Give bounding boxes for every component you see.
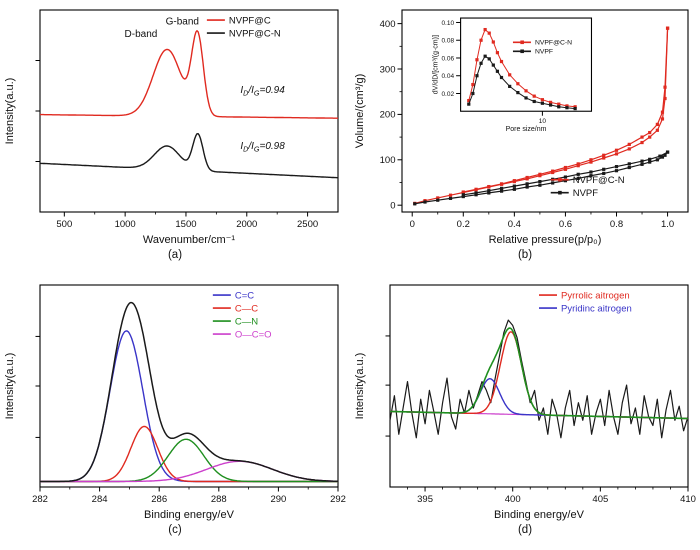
svg-text:ID/IG=0.94: ID/IG=0.94 [240, 85, 285, 98]
svg-text:Binding energy/eV: Binding energy/eV [494, 509, 585, 521]
svg-text:400: 400 [505, 494, 521, 505]
svg-text:0: 0 [390, 201, 395, 212]
panel-b: 0 0.2 0.4 0.6 0.8 1.0 0 100 200 300 400 Relative pr… [350, 0, 700, 275]
svg-text:Volume/(cm³/g): Volume/(cm³/g) [354, 74, 366, 149]
svg-text:C—N: C—N [235, 316, 258, 327]
svg-text:300: 300 [380, 64, 396, 75]
panel-a: 500 1000 1500 2000 2500 Wavenumber/cm⁻¹ Intens… [0, 0, 350, 275]
svg-text:Wavenumber/cm⁻¹: Wavenumber/cm⁻¹ [143, 234, 236, 246]
svg-text:395: 395 [417, 494, 433, 505]
svg-text:0.06: 0.06 [441, 55, 454, 62]
svg-text:200: 200 [380, 110, 396, 121]
panel-d: 395 400 405 410 Binding energy/eV Intensity(a… [350, 275, 700, 550]
svg-text:500: 500 [56, 219, 72, 230]
svg-text:0.04: 0.04 [441, 73, 454, 80]
svg-text:Pyridinc aitrogen: Pyridinc aitrogen [561, 303, 632, 314]
svg-text:1000: 1000 [115, 219, 136, 230]
svg-text:G-band: G-band [166, 16, 199, 27]
svg-text:ID/IG=0.98: ID/IG=0.98 [240, 141, 285, 154]
svg-text:0.4: 0.4 [508, 219, 521, 230]
svg-text:0.08: 0.08 [441, 38, 454, 45]
svg-text:2500: 2500 [297, 219, 318, 230]
svg-text:292: 292 [330, 494, 346, 505]
svg-text:100: 100 [380, 155, 396, 166]
svg-text:288: 288 [211, 494, 227, 505]
svg-text:0: 0 [410, 219, 415, 230]
svg-text:410: 410 [680, 494, 696, 505]
svg-text:0.6: 0.6 [559, 219, 572, 230]
svg-text:0.8: 0.8 [610, 219, 623, 230]
svg-text:290: 290 [270, 494, 286, 505]
svg-text:NVPF: NVPF [535, 49, 553, 56]
svg-text:NVPF@C: NVPF@C [229, 15, 271, 26]
svg-text:284: 284 [92, 494, 108, 505]
svg-text:dV/dD/[cm³/(g·cm)]: dV/dD/[cm³/(g·cm)] [433, 35, 440, 94]
svg-text:10: 10 [539, 118, 547, 125]
svg-text:C—C: C—C [235, 303, 258, 314]
svg-text:1.0: 1.0 [661, 219, 674, 230]
svg-text:286: 286 [151, 494, 167, 505]
svg-text:Relative pressure(p/p₀): Relative pressure(p/p₀) [489, 234, 602, 246]
svg-text:Intensity(a.u.): Intensity(a.u.) [4, 353, 16, 420]
xps-c1s-chart: 282 284 286 288 290 292 Binding energy/eV Inten… [4, 284, 346, 521]
svg-text:0.02: 0.02 [441, 91, 454, 98]
svg-text:Intensity(a.u.): Intensity(a.u.) [354, 353, 366, 420]
svg-text:NVPF@C-N: NVPF@C-N [573, 175, 625, 186]
svg-text:Pore size/nm: Pore size/nm [506, 126, 547, 133]
svg-text:C=C: C=C [235, 290, 254, 301]
svg-text:405: 405 [592, 494, 608, 505]
panel-c: 282 284 286 288 290 292 Binding energy/eV Inten… [0, 275, 350, 550]
svg-text:400: 400 [380, 19, 396, 30]
panel-d-caption: (d) [517, 524, 533, 536]
svg-text:O—C=O: O—C=O [235, 329, 272, 340]
panel-a-caption: (a) [167, 249, 183, 261]
panel-b-caption: (b) [517, 249, 533, 261]
svg-text:0.2: 0.2 [457, 219, 470, 230]
svg-text:D-band: D-band [125, 29, 158, 40]
svg-text:2000: 2000 [236, 219, 257, 230]
panel-c-caption: (c) [168, 524, 182, 536]
svg-text:Intensity(a.u.): Intensity(a.u.) [4, 78, 16, 145]
svg-text:NVPF@C-N: NVPF@C-N [229, 28, 281, 39]
adsorption-isotherm-chart: 0 0.2 0.4 0.6 0.8 1.0 0 100 200 300 400 Relative pr… [354, 9, 689, 246]
raman-spectra-chart: 500 1000 1500 2000 2500 Wavenumber/cm⁻¹ Intens… [4, 9, 339, 246]
svg-text:Binding energy/eV: Binding energy/eV [144, 509, 235, 521]
svg-text:0.10: 0.10 [441, 20, 454, 27]
svg-text:282: 282 [32, 494, 48, 505]
svg-text:1500: 1500 [175, 219, 196, 230]
svg-text:Pyrrolic aitrogen: Pyrrolic aitrogen [561, 290, 630, 301]
xps-n1s-chart: 395 400 405 410 Binding energy/eV Intensity(a… [354, 284, 696, 521]
svg-text:NVPF: NVPF [573, 188, 599, 199]
svg-text:NVPF@C-N: NVPF@C-N [535, 40, 572, 47]
